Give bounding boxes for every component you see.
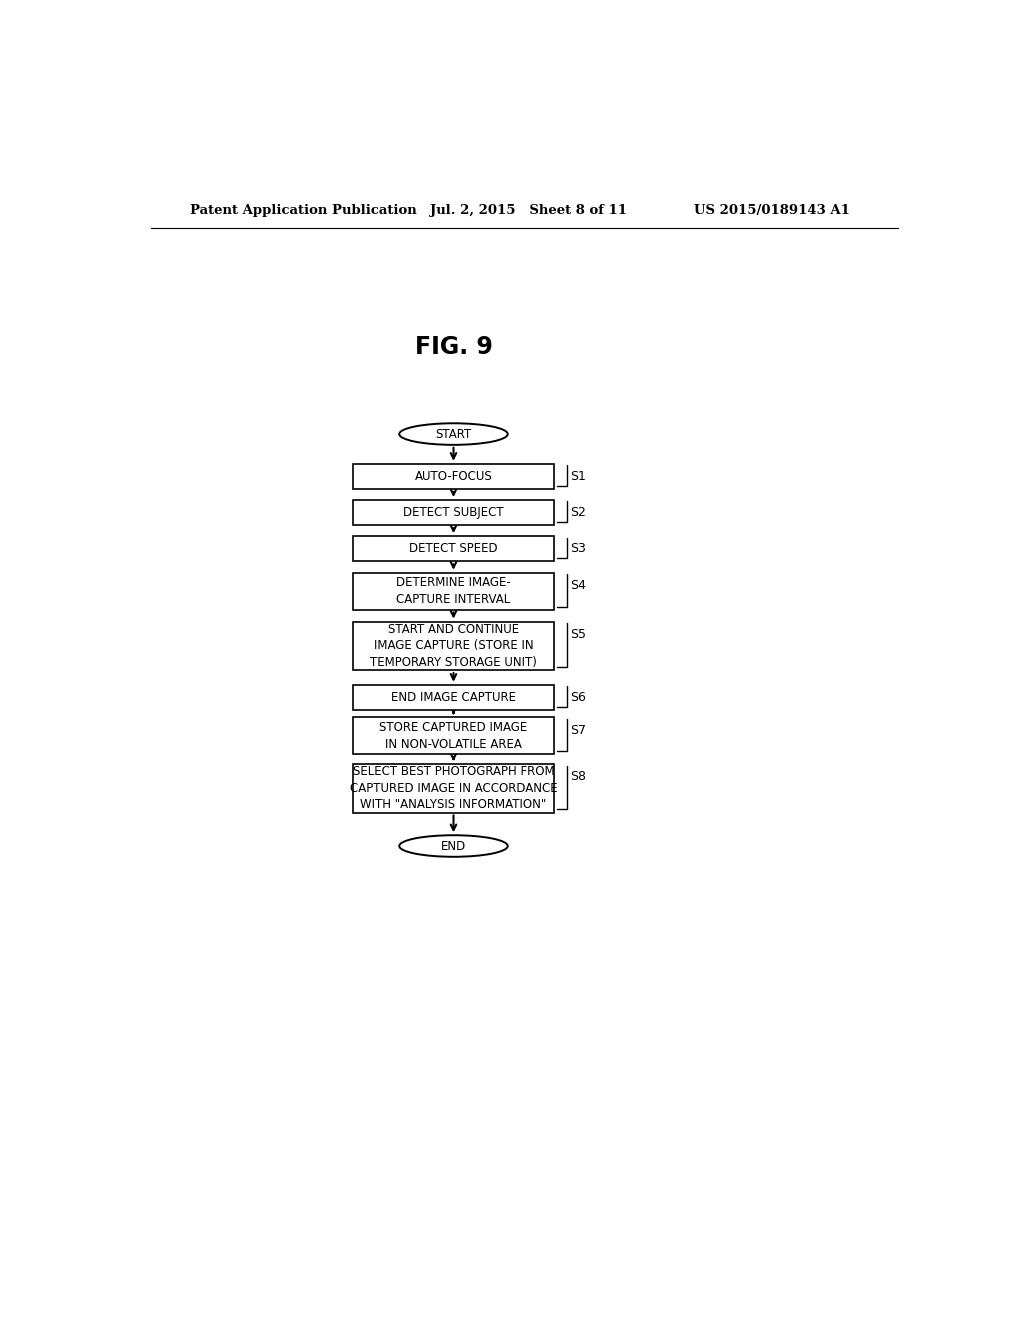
Text: DETECT SPEED: DETECT SPEED: [410, 543, 498, 556]
Text: SELECT BEST PHOTOGRAPH FROM
CAPTURED IMAGE IN ACCORDANCE
WITH "ANALYSIS INFORMAT: SELECT BEST PHOTOGRAPH FROM CAPTURED IMA…: [349, 766, 557, 812]
Text: Patent Application Publication: Patent Application Publication: [190, 205, 417, 218]
Bar: [352, 500, 554, 525]
Text: FIG. 9: FIG. 9: [415, 335, 493, 359]
Text: S4: S4: [569, 578, 586, 591]
Text: START: START: [435, 428, 472, 441]
Ellipse shape: [399, 836, 508, 857]
Text: S2: S2: [569, 506, 586, 519]
Text: S3: S3: [569, 543, 586, 556]
Bar: [352, 536, 554, 561]
Text: S1: S1: [569, 470, 586, 483]
Bar: [352, 718, 554, 755]
Bar: [352, 573, 554, 610]
Bar: [352, 622, 554, 671]
Text: DETECT SUBJECT: DETECT SUBJECT: [403, 506, 504, 519]
Text: S7: S7: [569, 723, 586, 737]
Text: DETERMINE IMAGE-
CAPTURE INTERVAL: DETERMINE IMAGE- CAPTURE INTERVAL: [396, 577, 511, 606]
Bar: [352, 685, 554, 710]
Ellipse shape: [399, 424, 508, 445]
Text: END IMAGE CAPTURE: END IMAGE CAPTURE: [391, 690, 516, 704]
Text: STORE CAPTURED IMAGE
IN NON-VOLATILE AREA: STORE CAPTURED IMAGE IN NON-VOLATILE ARE…: [379, 721, 527, 751]
Text: S6: S6: [569, 690, 586, 704]
Text: Jul. 2, 2015   Sheet 8 of 11: Jul. 2, 2015 Sheet 8 of 11: [430, 205, 628, 218]
Text: END: END: [441, 840, 466, 853]
Text: START AND CONTINUE
IMAGE CAPTURE (STORE IN
TEMPORARY STORAGE UNIT): START AND CONTINUE IMAGE CAPTURE (STORE …: [370, 623, 537, 669]
Text: S8: S8: [569, 770, 586, 783]
Text: AUTO-FOCUS: AUTO-FOCUS: [415, 470, 493, 483]
Bar: [352, 463, 554, 490]
Bar: [352, 764, 554, 813]
Text: S5: S5: [569, 628, 586, 640]
Text: US 2015/0189143 A1: US 2015/0189143 A1: [693, 205, 850, 218]
